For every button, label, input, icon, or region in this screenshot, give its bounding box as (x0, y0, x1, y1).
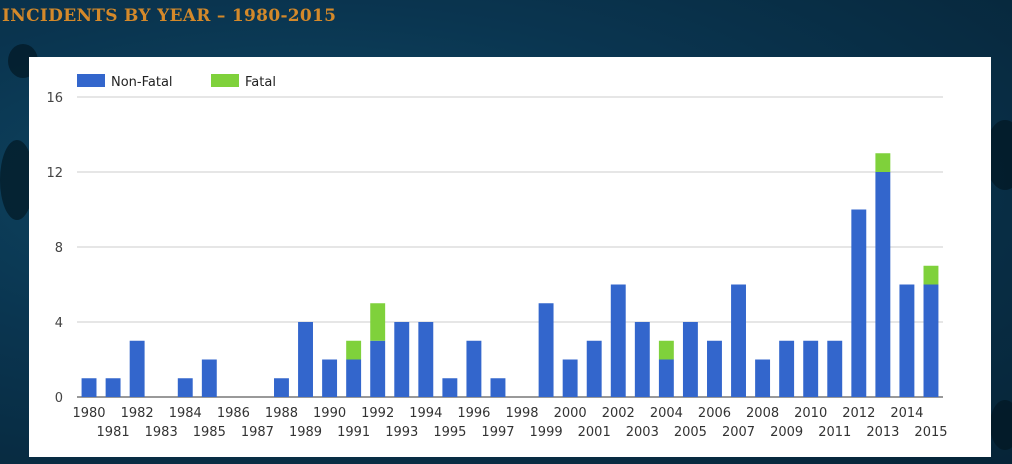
bar-non-fatal-1990[interactable] (322, 359, 338, 398)
bar-non-fatal-1991[interactable] (346, 359, 362, 398)
x-tick-label: 2011 (818, 425, 851, 440)
bar-fatal-2013[interactable] (875, 153, 891, 172)
x-tick-label: 2015 (914, 425, 947, 440)
x-tick-label: 2009 (770, 425, 803, 440)
x-tick-label: 2013 (866, 425, 899, 440)
bar-non-fatal-1999[interactable] (538, 303, 554, 397)
x-tick-label: 2004 (650, 406, 683, 421)
x-tick-label: 2010 (794, 406, 827, 421)
x-tick-label: 2014 (890, 406, 923, 421)
bar-non-fatal-2004[interactable] (658, 359, 674, 398)
x-tick-label: 1989 (289, 425, 322, 440)
bar-non-fatal-2013[interactable] (875, 172, 891, 397)
x-axis: 1980 1981 1982 1983 1984 1985 1986 1987 1988 1989… (72, 406, 947, 440)
x-tick-label: 1980 (72, 406, 105, 421)
x-tick-label: 2000 (554, 406, 587, 421)
x-tick-label: 1994 (409, 406, 442, 421)
bar-non-fatal-2005[interactable] (682, 322, 698, 397)
bar-non-fatal-2012[interactable] (851, 209, 867, 398)
bar-non-fatal-1984[interactable] (177, 378, 193, 397)
x-tick-label: 2001 (578, 425, 611, 440)
bar-fatal-1991[interactable] (346, 340, 362, 360)
x-tick-label: 1986 (217, 406, 250, 421)
x-tick-label: 1990 (313, 406, 346, 421)
x-tick-label: 2007 (722, 425, 755, 440)
x-tick-label: 1992 (361, 406, 394, 421)
y-tick-label: 16 (46, 91, 63, 106)
bar-non-fatal-1995[interactable] (442, 378, 458, 397)
x-tick-label: 1983 (145, 425, 178, 440)
x-tick-label: 1982 (121, 406, 154, 421)
legend-swatch-fatal (211, 74, 239, 87)
bar-non-fatal-1992[interactable] (370, 340, 386, 397)
bar-non-fatal-1993[interactable] (394, 322, 410, 397)
chart-panel: Non-Fatal Fatal 0 4 8 12 16 1980 1981 1982 1983 1… (29, 57, 991, 457)
bar-non-fatal-2002[interactable] (610, 284, 626, 398)
bar-non-fatal-2000[interactable] (562, 359, 578, 398)
y-tick-label: 0 (55, 391, 63, 406)
bar-non-fatal-2001[interactable] (586, 340, 602, 397)
x-tick-label: 1988 (265, 406, 298, 421)
bar-non-fatal-2003[interactable] (634, 322, 650, 397)
x-tick-label: 2008 (746, 406, 779, 421)
bar-non-fatal-2008[interactable] (755, 359, 771, 398)
bar-non-fatal-1997[interactable] (490, 378, 506, 397)
bar-fatal-1992[interactable] (370, 303, 386, 341)
x-tick-label: 1997 (481, 425, 514, 440)
y-tick-label: 8 (55, 241, 63, 256)
x-tick-label: 2005 (674, 425, 707, 440)
bar-fatal-2015[interactable] (923, 265, 939, 285)
legend-label: Fatal (245, 75, 276, 90)
legend-swatch-non-fatal (77, 74, 105, 87)
x-tick-label: 1993 (385, 425, 418, 440)
x-tick-label: 2003 (626, 425, 659, 440)
x-tick-label: 1984 (169, 406, 202, 421)
bar-non-fatal-2007[interactable] (731, 284, 746, 398)
x-tick-label: 1987 (241, 425, 274, 440)
x-tick-label: 1991 (337, 425, 370, 440)
bar-fatal-2004[interactable] (658, 340, 674, 360)
x-tick-label: 1995 (433, 425, 466, 440)
chart-gridlines (77, 96, 943, 398)
page-title: INCIDENTS BY YEAR – 1980-2015 (2, 6, 337, 26)
bar-non-fatal-1980[interactable] (81, 378, 97, 397)
background-shape (0, 140, 34, 220)
bar-non-fatal-1981[interactable] (105, 378, 121, 397)
bar-non-fatal-2006[interactable] (707, 340, 722, 397)
x-tick-label: 2002 (602, 406, 635, 421)
bar-non-fatal-2014[interactable] (899, 284, 915, 398)
legend-label: Non-Fatal (111, 75, 173, 90)
bar-non-fatal-1985[interactable] (201, 359, 217, 398)
x-tick-label: 1999 (530, 425, 563, 440)
y-axis: 0 4 8 12 16 (46, 91, 63, 406)
y-tick-label: 12 (46, 166, 63, 181)
x-tick-label: 1996 (457, 406, 490, 421)
bar-non-fatal-2009[interactable] (779, 340, 795, 397)
x-tick-label: 1985 (193, 425, 226, 440)
bar-non-fatal-1982[interactable] (129, 340, 145, 397)
bar-non-fatal-2011[interactable] (827, 340, 843, 397)
bar-non-fatal-1994[interactable] (418, 322, 434, 397)
bar-non-fatal-2015[interactable] (923, 284, 939, 398)
x-tick-label: 1998 (505, 406, 538, 421)
chart-bars (81, 153, 939, 398)
y-tick-label: 4 (55, 316, 63, 331)
x-tick-label: 1981 (97, 425, 130, 440)
background-shape (990, 400, 1012, 450)
x-tick-label: 2006 (698, 406, 731, 421)
x-tick-label: 2012 (842, 406, 875, 421)
bar-non-fatal-1996[interactable] (466, 340, 482, 397)
bar-non-fatal-1988[interactable] (274, 378, 289, 397)
bar-non-fatal-1989[interactable] (298, 322, 313, 397)
bar-non-fatal-2010[interactable] (803, 340, 819, 397)
chart-legend: Non-Fatal Fatal (77, 74, 276, 90)
